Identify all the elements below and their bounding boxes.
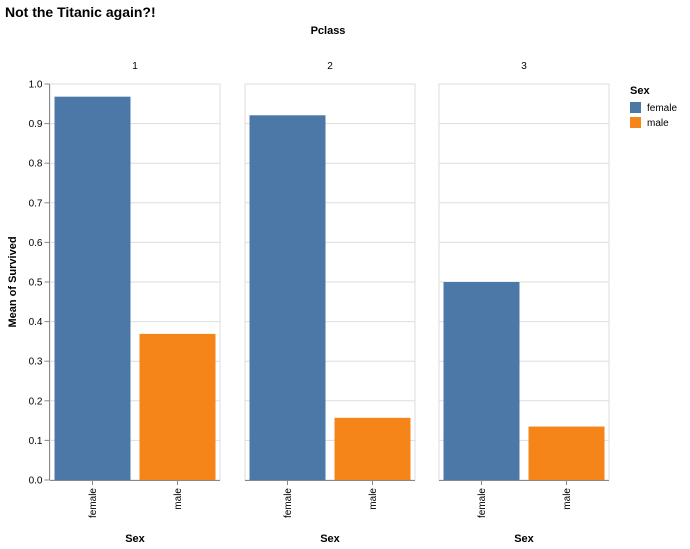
- bar-pclass3-male: [528, 426, 605, 480]
- y-axis: 0.0 0.1 0.2 0.3 0.4 0.5 0.6 0.7 0.8 0.9 1.0: [29, 80, 50, 487]
- facet-label: 1: [132, 61, 138, 72]
- legend-label: male: [647, 118, 669, 129]
- x-tick-label: male: [368, 488, 379, 510]
- y-tick-label: 0.5: [29, 278, 43, 289]
- legend: Sex female male: [630, 85, 677, 129]
- x-tick-label: female: [283, 488, 294, 518]
- bar-pclass1-female: [54, 96, 131, 480]
- legend-swatch: [630, 102, 641, 113]
- x-tick-label: female: [477, 488, 488, 518]
- x-axis-title: Sex: [320, 533, 340, 545]
- y-tick-label: 0.8: [29, 159, 43, 170]
- facet-label: 3: [521, 61, 527, 72]
- y-tick-label: 0.4: [29, 317, 43, 328]
- x-tick-label: female: [88, 488, 99, 518]
- facet-panel-3: 3 female male Sex: [438, 61, 610, 545]
- y-tick-label: 1.0: [29, 80, 43, 91]
- y-tick-label: 0.2: [29, 396, 43, 407]
- y-tick-label: 0.3: [29, 357, 43, 368]
- legend-swatch: [630, 117, 641, 128]
- y-tick-label: 0.7: [29, 198, 43, 209]
- bar-pclass2-male: [334, 417, 411, 480]
- y-tick-label: 0.1: [29, 436, 43, 447]
- facet-label: 2: [327, 61, 333, 72]
- x-tick-label: male: [562, 488, 573, 510]
- facet-panel-2: 2 female male Sex: [244, 61, 416, 545]
- legend-label: female: [647, 103, 677, 114]
- x-axis-title: Sex: [125, 533, 145, 545]
- legend-entry-male: male: [630, 117, 669, 129]
- x-tick-label: male: [173, 488, 184, 510]
- chart-title: Not the Titanic again?!: [5, 4, 156, 20]
- facet-header-title: Pclass: [311, 25, 346, 37]
- bar-pclass3-female: [443, 282, 520, 480]
- y-tick-label: 0.0: [29, 476, 43, 487]
- bar-pclass2-female: [249, 115, 326, 480]
- x-axis-title: Sex: [514, 533, 534, 545]
- facet-panel-1: 1 female male Sex: [49, 61, 221, 545]
- y-tick-label: 0.6: [29, 238, 43, 249]
- y-tick-label: 0.9: [29, 119, 43, 130]
- legend-entry-female: female: [630, 102, 677, 114]
- bar-pclass1-male: [139, 333, 216, 480]
- y-axis-title: Mean of Survived: [7, 236, 19, 327]
- legend-title: Sex: [630, 85, 650, 97]
- facet-panels: 1 female male Sex 2 female male Sex 3 female male S…: [29, 61, 610, 545]
